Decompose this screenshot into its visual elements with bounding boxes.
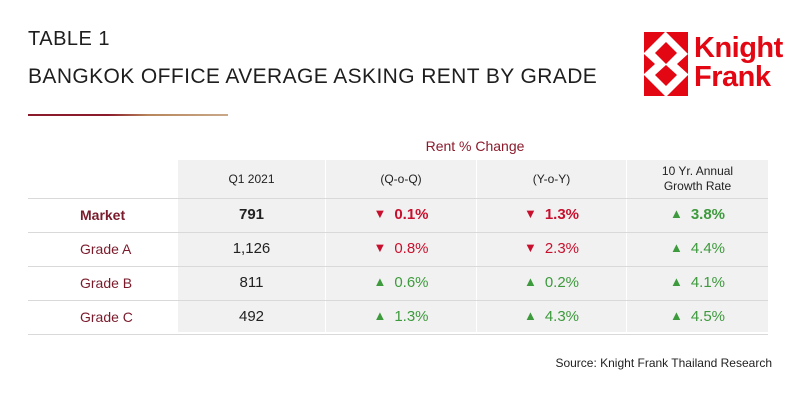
change-value-qoq: ▼ 0.8% bbox=[326, 232, 476, 266]
row-divider bbox=[28, 300, 768, 301]
change-percent: 4.1% bbox=[690, 274, 726, 291]
change-value-qoq: ▲ 0.6% bbox=[326, 266, 476, 300]
knight-frank-logo: Knight Frank bbox=[644, 32, 784, 96]
change-value-cagr: ▲ 4.1% bbox=[627, 266, 768, 300]
row-label: Grade B bbox=[80, 275, 133, 291]
arrow-up-icon: ▲ bbox=[669, 308, 683, 323]
rent-value: 492 bbox=[238, 308, 265, 325]
rent-value: 811 bbox=[239, 274, 264, 291]
row-divider bbox=[28, 198, 768, 199]
table-background bbox=[178, 160, 768, 332]
change-percent: 2.3% bbox=[544, 240, 580, 257]
arrow-up-icon: ▲ bbox=[523, 308, 537, 323]
change-value-yoy: ▲ 4.3% bbox=[477, 300, 626, 334]
logo-text-knight: Knight bbox=[694, 32, 783, 64]
arrow-down-icon: ▼ bbox=[373, 240, 387, 255]
change-percent: 0.1% bbox=[394, 206, 429, 223]
arrow-up-icon: ▲ bbox=[523, 274, 537, 289]
change-value-qoq: ▲ 1.3% bbox=[326, 300, 476, 334]
column-header-yoy: (Y-o-Y) bbox=[532, 171, 571, 186]
change-value-yoy: ▼ 1.3% bbox=[477, 198, 626, 232]
column-divider bbox=[626, 160, 627, 332]
arrow-up-icon: ▲ bbox=[373, 308, 387, 323]
change-percent: 3.8% bbox=[690, 206, 726, 223]
arrow-up-icon: ▲ bbox=[669, 240, 683, 255]
arrow-down-icon: ▼ bbox=[523, 240, 537, 255]
change-value-cagr: ▲ 4.5% bbox=[627, 300, 768, 334]
change-value-cagr: ▲ 3.8% bbox=[627, 198, 768, 232]
row-divider bbox=[28, 266, 768, 267]
source-note: Source: Knight Frank Thailand Research bbox=[555, 356, 772, 370]
row-divider bbox=[28, 334, 768, 335]
change-percent: 4.5% bbox=[690, 308, 726, 325]
row-label: Grade C bbox=[80, 309, 133, 325]
rent-value: 791 bbox=[238, 206, 265, 223]
chart-title: BANGKOK OFFICE AVERAGE ASKING RENT BY GR… bbox=[28, 65, 598, 88]
arrow-down-icon: ▼ bbox=[373, 206, 387, 221]
column-header-q1-2021: Q1 2021 bbox=[228, 171, 275, 186]
column-divider bbox=[325, 160, 326, 332]
change-percent: 0.2% bbox=[544, 274, 580, 291]
change-value-qoq: ▼ 0.1% bbox=[326, 198, 476, 232]
change-percent: 1.3% bbox=[394, 308, 429, 325]
group-header-rent-change: Rent % Change bbox=[425, 138, 525, 154]
row-divider bbox=[28, 232, 768, 233]
rent-value: 1,126 bbox=[232, 240, 271, 257]
row-label: Market bbox=[80, 207, 126, 223]
change-value-yoy: ▲ 0.2% bbox=[477, 266, 626, 300]
change-value-cagr: ▲ 4.4% bbox=[627, 232, 768, 266]
column-header-10yr-growth: 10 Yr. Annual Growth Rate bbox=[661, 164, 734, 193]
row-label: Grade A bbox=[80, 241, 132, 257]
change-percent: 0.6% bbox=[394, 274, 429, 291]
title-underline bbox=[28, 114, 228, 116]
arrow-up-icon: ▲ bbox=[669, 206, 683, 221]
arrow-up-icon: ▲ bbox=[373, 274, 387, 289]
change-percent: 1.3% bbox=[544, 206, 580, 223]
change-value-yoy: ▼ 2.3% bbox=[477, 232, 626, 266]
change-percent: 4.3% bbox=[544, 308, 580, 325]
logo-text-frank: Frank bbox=[694, 61, 771, 93]
knight-frank-logo-mark bbox=[644, 32, 688, 96]
change-percent: 0.8% bbox=[394, 240, 429, 257]
column-header-qoq: (Q-o-Q) bbox=[380, 171, 422, 186]
change-percent: 4.4% bbox=[690, 240, 726, 257]
arrow-up-icon: ▲ bbox=[669, 274, 683, 289]
table-number: TABLE 1 bbox=[28, 28, 111, 50]
column-divider bbox=[476, 160, 477, 332]
arrow-down-icon: ▼ bbox=[523, 206, 537, 221]
